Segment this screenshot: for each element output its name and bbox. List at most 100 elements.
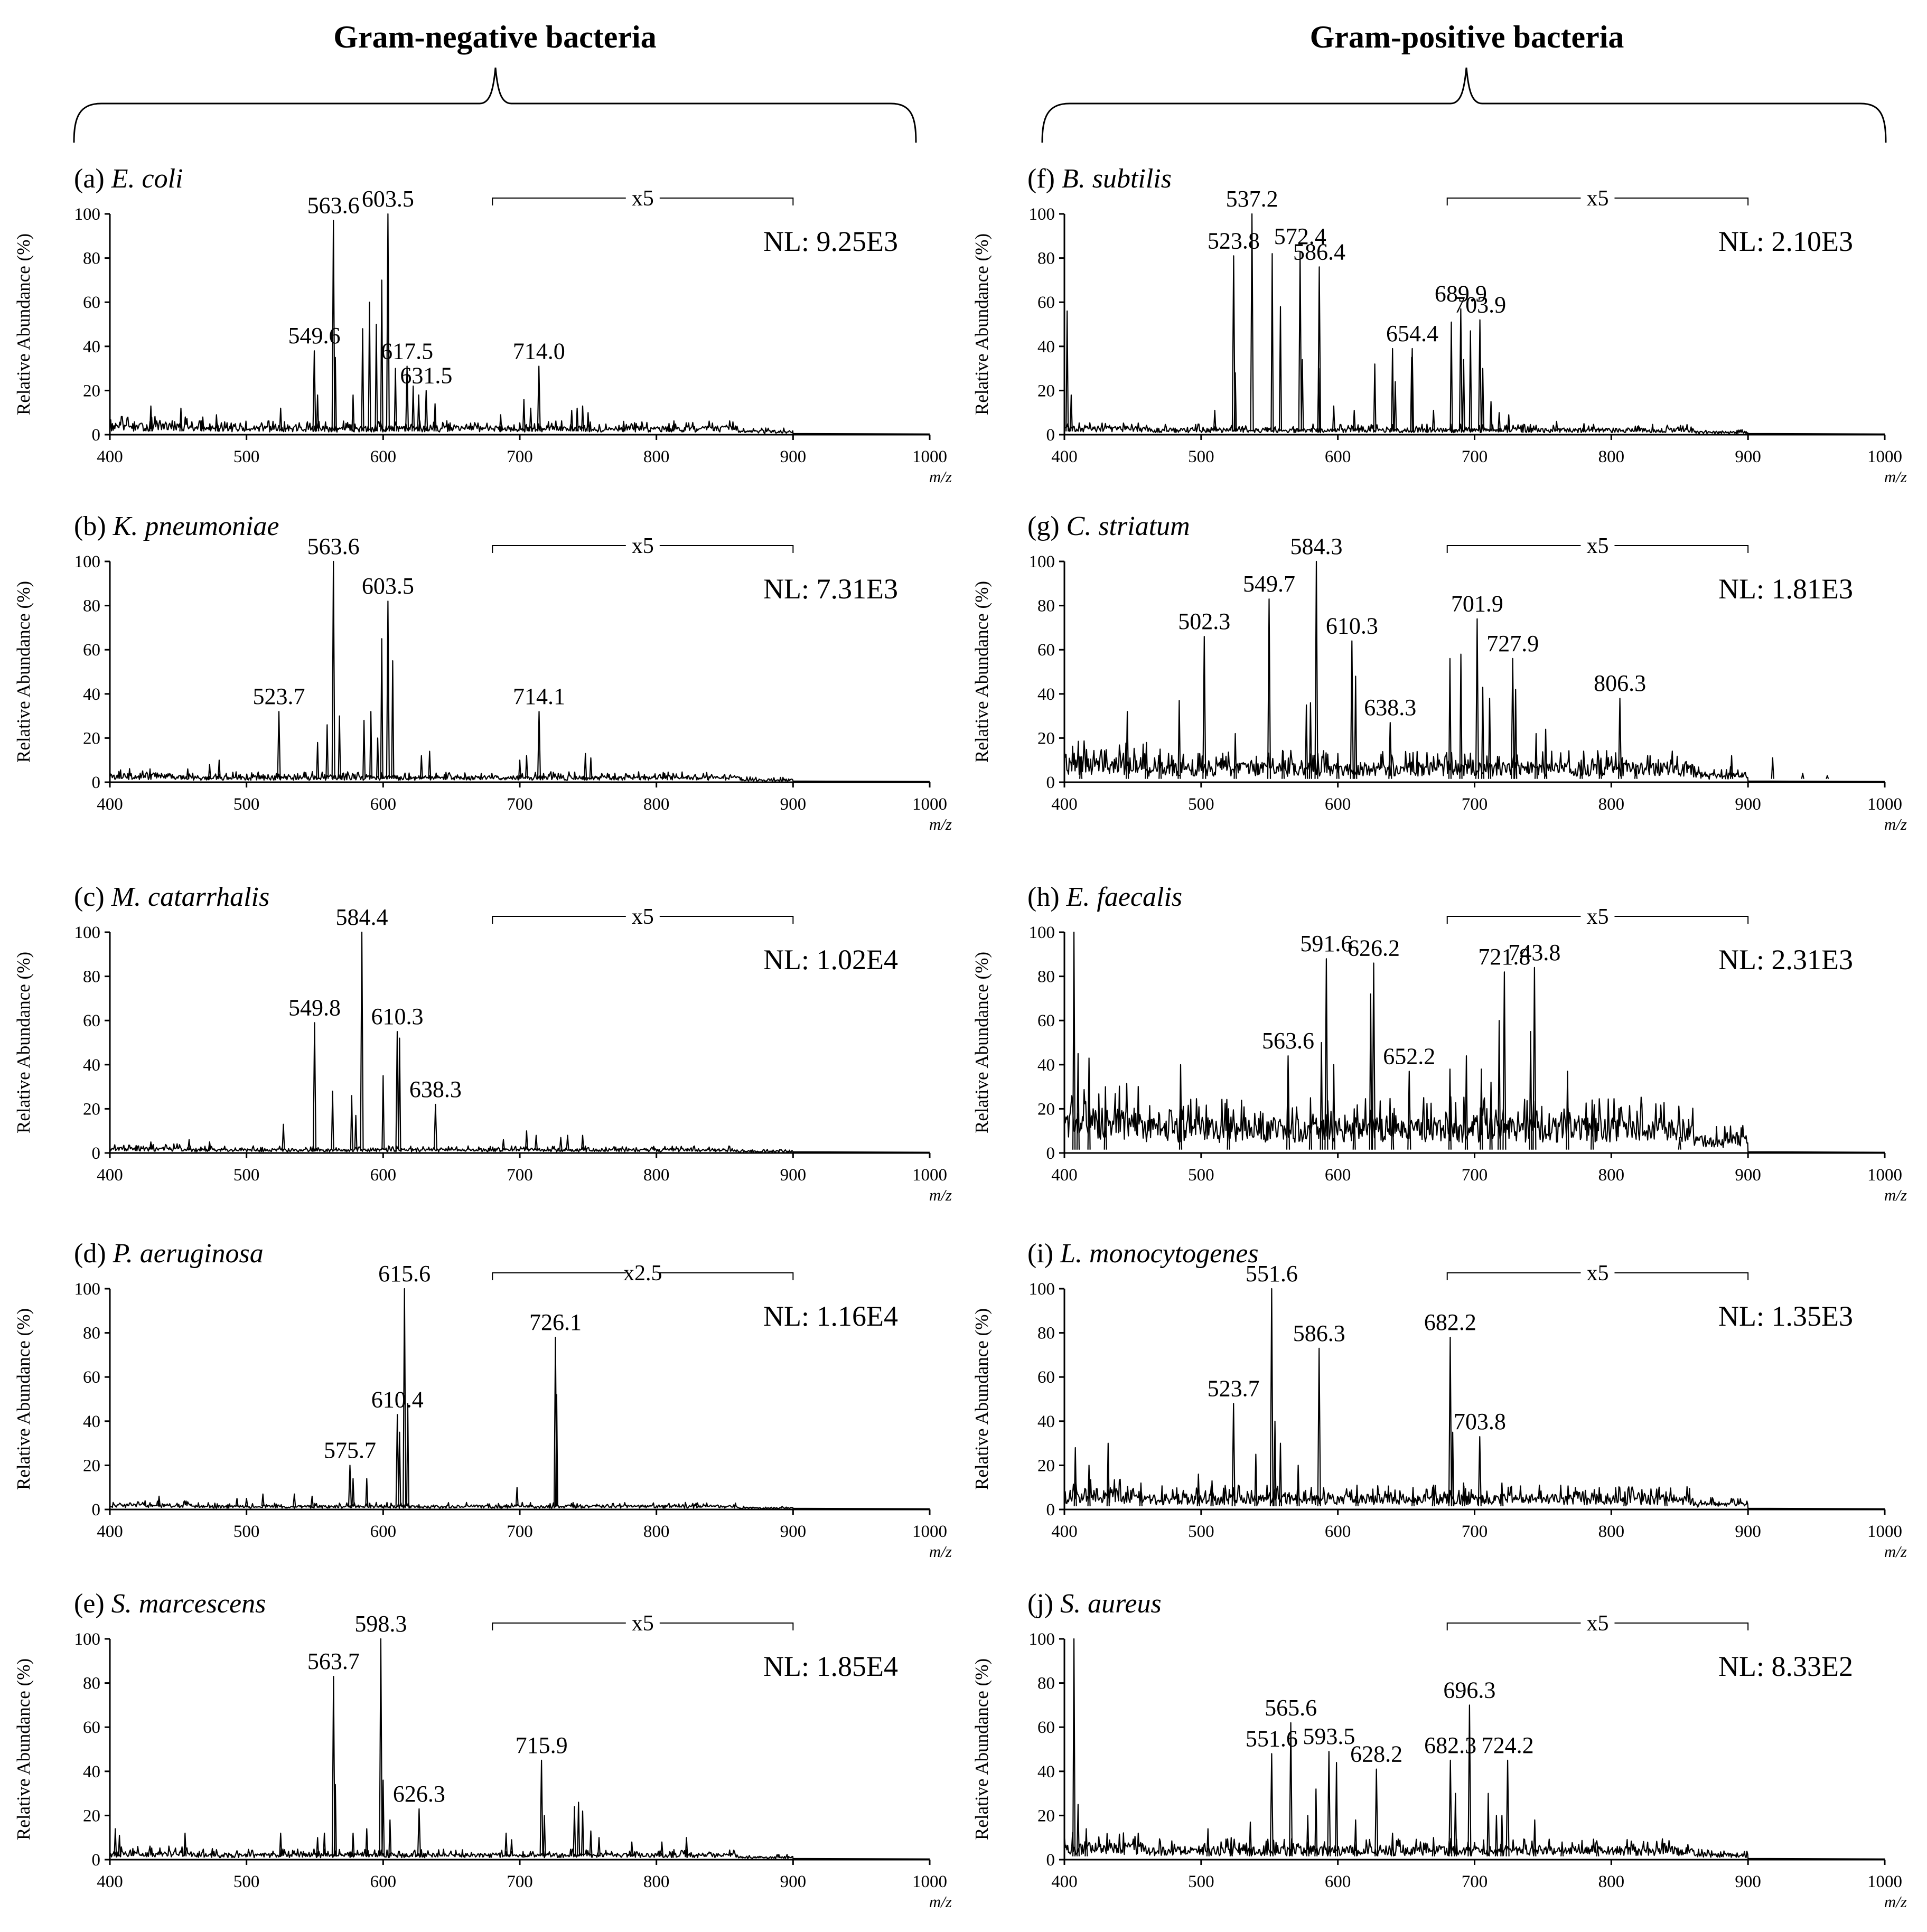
spectrum-baseline [1063, 1832, 1885, 1860]
peak-label: 549.8 [288, 995, 341, 1020]
magnification-label: x2.5 [623, 1261, 662, 1286]
minor-peak [279, 407, 283, 432]
x-tick-label: 500 [233, 1166, 260, 1185]
x-tick-label: 700 [1462, 1872, 1488, 1891]
minor-peak [1432, 409, 1435, 432]
minor-peak [1084, 1828, 1088, 1856]
labeled-peak [1475, 618, 1479, 779]
minor-peak [660, 1841, 664, 1856]
minor-peak [325, 724, 329, 779]
minor-peak [293, 1493, 296, 1506]
magnification-label-bg [1580, 538, 1615, 553]
minor-peak [380, 638, 383, 779]
y-tick-label: 0 [92, 1500, 101, 1520]
y-axis-label: Relative Abundance (%) [13, 1658, 34, 1840]
minor-peak [235, 1498, 239, 1506]
y-tick-label: 40 [1037, 337, 1055, 357]
peak-label: 638.3 [409, 1076, 462, 1102]
y-axis-label: Relative Abundance (%) [971, 1658, 992, 1840]
minor-peak [1072, 1638, 1076, 1856]
peak-label: 603.5 [362, 186, 414, 212]
group-brace-gram-positive [1041, 67, 1887, 143]
minor-peak [1579, 759, 1583, 779]
peak-label: 523.7 [252, 683, 305, 709]
y-axis-label: Relative Abundance (%) [13, 952, 34, 1133]
minor-peak [1507, 414, 1511, 432]
x-tick-label: 900 [1735, 795, 1761, 814]
y-tick-label: 60 [83, 293, 100, 312]
labeled-peak [1467, 1704, 1472, 1856]
x-tick-label: 400 [97, 795, 123, 814]
y-tick-label: 20 [1037, 1456, 1055, 1475]
magnification-label-bg [625, 909, 660, 924]
panel-label: (a) E. coli [74, 164, 183, 194]
minor-peak [365, 1828, 369, 1856]
y-tick-label: 20 [83, 381, 100, 400]
magnification-label-bg [1580, 1616, 1615, 1630]
peak-label: 654.4 [1386, 321, 1438, 346]
x-tick-label: 500 [1188, 1522, 1214, 1541]
peak-label: 715.9 [516, 1732, 568, 1758]
peak-label: 806.3 [1594, 670, 1646, 696]
minor-peak [118, 1834, 121, 1856]
x-tick-label: 700 [1462, 1522, 1488, 1541]
minor-peak [1079, 759, 1083, 779]
magnification-label-bg [1580, 909, 1615, 924]
y-tick-label: 100 [1029, 552, 1055, 571]
minor-peak [380, 279, 383, 432]
minor-peak [1314, 1788, 1318, 1856]
x-tick-label: 900 [780, 1872, 807, 1891]
minor-peak [1448, 1068, 1452, 1150]
peak-label: 724.2 [1482, 1732, 1534, 1758]
organism-name: P. aeruginosa [113, 1239, 264, 1269]
organism-name: E. coli [111, 164, 183, 194]
minor-peak [1065, 310, 1069, 432]
x-tick-label: 500 [233, 1522, 260, 1541]
x-tick-label: 600 [1325, 1166, 1351, 1185]
y-tick-label: 40 [83, 1056, 100, 1075]
minor-peak [245, 1498, 248, 1506]
minor-peak [331, 1090, 334, 1150]
y-tick-label: 60 [1037, 1368, 1055, 1387]
peak-label: 682.2 [1424, 1309, 1476, 1335]
peak-label: 626.3 [393, 1781, 445, 1807]
labeled-peak [1477, 1436, 1482, 1506]
minor-peak [1106, 1442, 1110, 1506]
x-tick-label: 900 [780, 1166, 807, 1185]
y-axis-label: Relative Abundance (%) [971, 952, 992, 1133]
peak-label: 551.6 [1246, 1261, 1298, 1287]
minor-peak [1335, 1762, 1339, 1856]
minor-peak [1464, 1055, 1468, 1150]
minor-peak [1229, 1837, 1233, 1856]
minor-peak [208, 1141, 211, 1150]
minor-peak [1254, 1453, 1258, 1506]
panel-label: (j) S. aureus [1027, 1589, 1162, 1619]
minor-peak [186, 768, 190, 779]
labeled-peak [1231, 1403, 1236, 1506]
minor-peak [1591, 1099, 1594, 1150]
minor-peak [1544, 728, 1548, 779]
minor-peak [350, 1095, 353, 1150]
peak-label: 549.7 [1243, 571, 1295, 597]
peak-label: 631.5 [400, 362, 452, 388]
labeled-peak [331, 1676, 335, 1856]
minor-peak [510, 1839, 513, 1856]
y-tick-label: 0 [92, 773, 101, 792]
minor-peak [581, 1810, 585, 1856]
labeled-peak [1269, 1753, 1274, 1856]
minor-peak [1462, 1482, 1465, 1506]
organism-name: S. aureus [1060, 1589, 1162, 1619]
labeled-peak [1350, 640, 1354, 779]
minor-peak [351, 1478, 355, 1506]
minor-peak [381, 1075, 385, 1150]
y-tick-label: 80 [83, 1674, 100, 1693]
x-axis-label: m/z [1884, 1186, 1907, 1204]
magnification-label: x5 [632, 905, 654, 929]
minor-peak [1332, 1064, 1335, 1150]
minor-peak [376, 737, 380, 779]
peak-label: 523.7 [1208, 1375, 1260, 1401]
x-tick-label: 1000 [1867, 1872, 1902, 1891]
minor-peak [391, 660, 395, 779]
x-tick-label: 1000 [1867, 795, 1902, 814]
minor-peak [354, 1114, 358, 1150]
